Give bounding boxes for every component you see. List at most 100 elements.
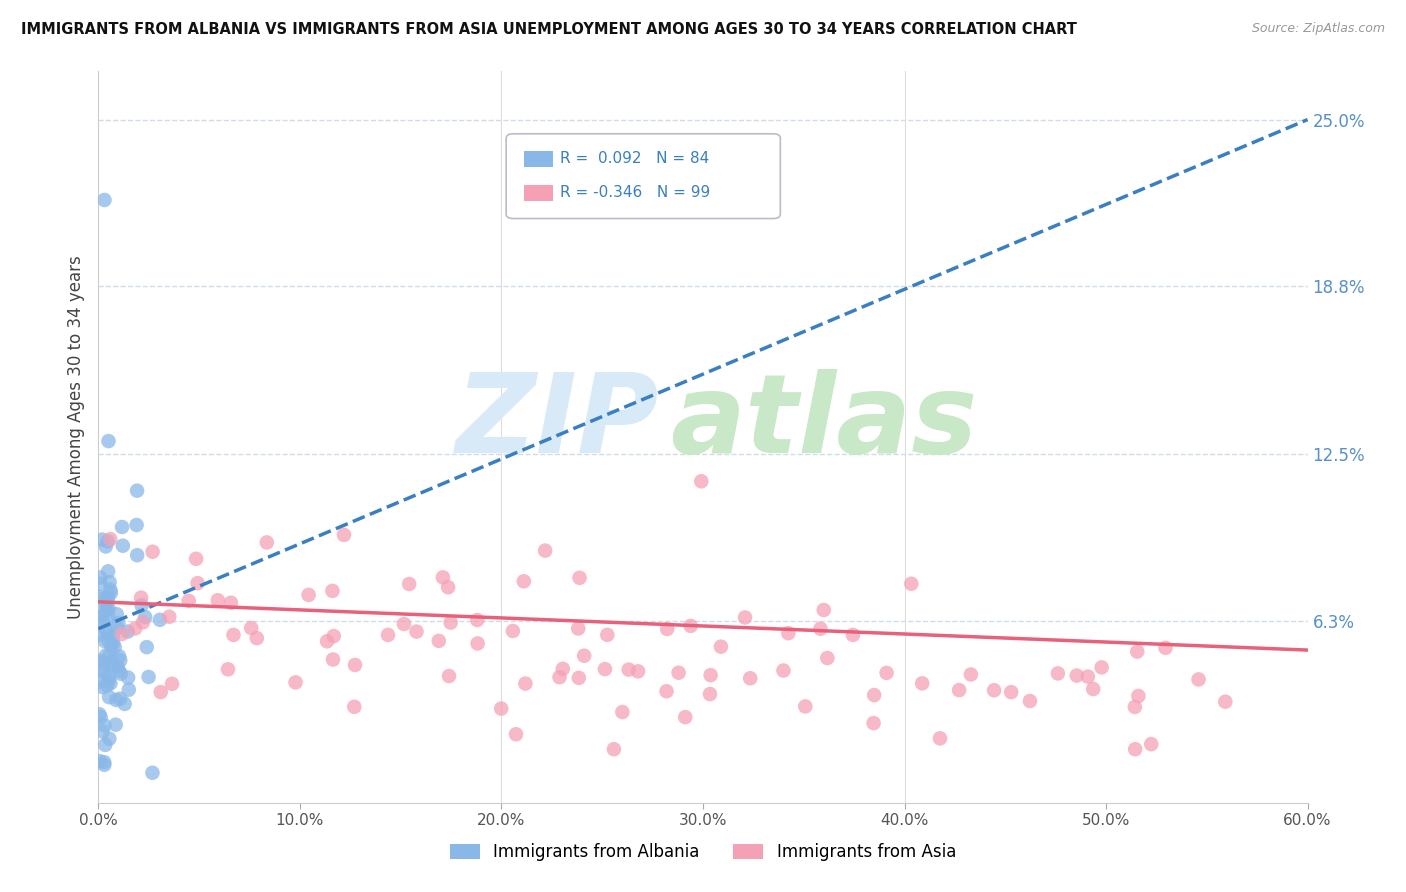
Point [948, 683, 970, 698]
Point [567, 622, 589, 636]
Point [105, 621, 128, 635]
Point [440, 615, 463, 630]
Point [107, 659, 129, 673]
Point [603, 742, 626, 756]
Point [437, 669, 460, 683]
Point [141, 765, 163, 780]
Point [1000, 685, 1022, 699]
Point [1123, 742, 1146, 756]
Point [160, 677, 183, 691]
Point [617, 663, 640, 677]
Point [98, 657, 121, 672]
Point [657, 622, 679, 636]
Point [98, 731, 121, 746]
Point [97, 434, 120, 449]
Point [489, 701, 512, 715]
Point [240, 621, 263, 635]
Point [184, 551, 207, 566]
Point [502, 624, 524, 638]
Point [111, 520, 134, 534]
Point [108, 691, 131, 706]
Point [690, 475, 713, 489]
Point [207, 593, 229, 607]
Point [322, 652, 344, 666]
Point [93, 193, 115, 207]
Point [89, 570, 111, 584]
Point [217, 662, 239, 676]
Point [87, 611, 110, 625]
Point [813, 603, 835, 617]
Point [100, 676, 122, 690]
Point [398, 577, 420, 591]
Point [89, 628, 111, 642]
Point [89, 707, 111, 722]
Point [321, 583, 343, 598]
Point [568, 671, 591, 685]
Point [93, 615, 115, 629]
Point [129, 591, 152, 605]
Point [1128, 689, 1150, 703]
Point [699, 668, 721, 682]
Point [1083, 681, 1105, 696]
Point [98, 582, 121, 597]
Point [627, 665, 650, 679]
Point [117, 671, 139, 685]
Point [392, 617, 415, 632]
Point [1187, 673, 1209, 687]
Point [900, 576, 922, 591]
Point [94, 540, 117, 554]
Point [93, 757, 115, 772]
Point [135, 640, 157, 654]
Point [815, 651, 838, 665]
Point [405, 624, 427, 639]
Point [93, 591, 115, 606]
Point [101, 629, 124, 643]
Point [108, 649, 131, 664]
Point [124, 622, 146, 636]
Point [377, 628, 399, 642]
Point [1140, 737, 1163, 751]
Point [90, 710, 112, 724]
Point [863, 688, 886, 702]
Point [90, 577, 112, 591]
Point [105, 693, 128, 707]
Point [219, 596, 242, 610]
Point [316, 634, 339, 648]
Point [114, 697, 136, 711]
Point [794, 699, 817, 714]
Point [862, 716, 884, 731]
Text: R = -0.346   N = 99: R = -0.346 N = 99 [560, 186, 710, 200]
Point [96, 602, 118, 616]
Point [108, 664, 131, 678]
Text: R =  0.092   N = 84: R = 0.092 N = 84 [560, 152, 709, 166]
Point [505, 727, 527, 741]
Point [91, 680, 114, 694]
Point [100, 639, 122, 653]
Point [343, 657, 366, 672]
Text: atlas: atlas [671, 369, 977, 476]
Point [655, 684, 678, 698]
Point [187, 576, 209, 591]
Point [97, 602, 120, 616]
Point [246, 631, 269, 645]
Point [138, 670, 160, 684]
Point [89, 674, 111, 689]
Point [983, 683, 1005, 698]
Point [427, 633, 450, 648]
Point [94, 648, 117, 663]
Point [1091, 660, 1114, 674]
Text: IMMIGRANTS FROM ALBANIA VS IMMIGRANTS FROM ASIA UNEMPLOYMENT AMONG AGES 30 TO 34: IMMIGRANTS FROM ALBANIA VS IMMIGRANTS FR… [21, 22, 1077, 37]
Point [132, 615, 155, 630]
Point [107, 615, 129, 630]
Point [96, 592, 118, 607]
Point [127, 483, 149, 498]
Point [322, 629, 344, 643]
Point [97, 633, 120, 648]
Point [127, 548, 149, 562]
Point [110, 666, 132, 681]
Point [97, 534, 120, 549]
Point [911, 676, 934, 690]
Point [222, 628, 245, 642]
Point [515, 676, 537, 690]
Y-axis label: Unemployment Among Ages 30 to 34 years: Unemployment Among Ages 30 to 34 years [66, 255, 84, 619]
